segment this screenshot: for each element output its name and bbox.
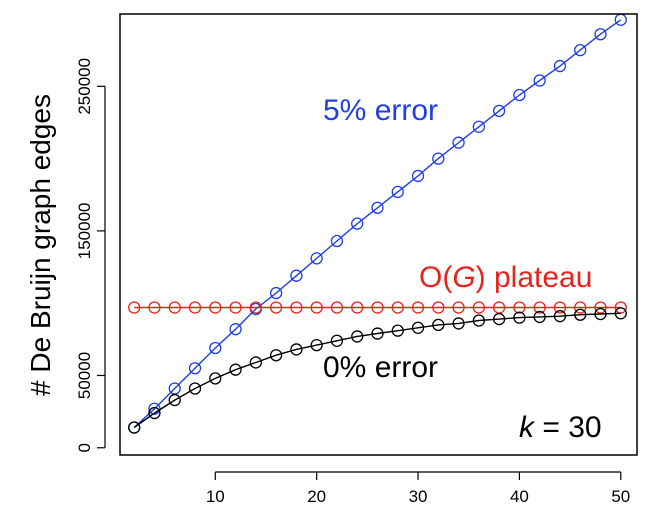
annotation-0pct-error: 0% error	[323, 351, 438, 384]
data-point	[269, 349, 283, 362]
x-tick-label: 10	[206, 487, 225, 506]
plateau-prefix: O(	[419, 261, 452, 294]
data-point	[371, 327, 384, 340]
data-point	[594, 28, 607, 41]
data-point	[351, 301, 364, 314]
data-point	[249, 301, 262, 314]
data-point	[574, 301, 587, 314]
data-point	[472, 120, 486, 133]
data-point	[533, 74, 546, 87]
data-point	[168, 393, 181, 407]
data-point	[290, 343, 303, 356]
data-point	[411, 169, 425, 183]
series-1	[128, 301, 627, 314]
data-point	[148, 402, 161, 415]
data-point	[492, 104, 506, 118]
y-axis-label: # De Bruijn graph edges	[25, 94, 56, 396]
y-tick-label: 250000	[75, 58, 94, 115]
k-value: = 30	[534, 411, 602, 444]
plot-frame	[119, 13, 638, 456]
data-point	[168, 301, 181, 314]
y-tick-label: 0	[75, 443, 94, 452]
data-point	[128, 301, 141, 314]
data-point	[128, 421, 141, 434]
y-tick-label: 150000	[75, 203, 94, 260]
data-point	[432, 301, 445, 314]
plateau-var: G	[452, 261, 475, 294]
annotation-k: k = 30	[519, 411, 602, 444]
data-point	[269, 301, 283, 314]
data-point	[513, 301, 526, 314]
data-point	[148, 301, 161, 314]
data-point	[310, 338, 323, 352]
data-point	[269, 286, 283, 300]
data-point	[533, 310, 546, 324]
annotation-5pct-error: 5% error	[323, 94, 438, 127]
data-point	[229, 323, 242, 336]
data-point	[351, 330, 364, 343]
series-0	[128, 13, 627, 434]
data-point	[391, 185, 404, 198]
data-point	[290, 301, 303, 314]
data-point	[553, 59, 567, 73]
axes: 10 20 30 40 50 0 50000 150000 250000	[75, 58, 630, 506]
data-point	[330, 234, 344, 248]
data-point	[330, 334, 344, 347]
data-point	[411, 321, 425, 334]
data-point	[553, 301, 567, 314]
data-point	[330, 301, 344, 314]
data-point	[452, 136, 465, 149]
data-point	[432, 152, 445, 165]
annotation-plateau: O(G) plateau	[419, 261, 592, 294]
data-point	[371, 301, 384, 314]
series-line	[133, 312, 621, 429]
data-point	[148, 406, 161, 420]
data-point	[472, 301, 486, 314]
k-var: k	[519, 411, 536, 444]
data-point	[492, 312, 506, 326]
data-point	[209, 301, 222, 314]
data-point	[310, 252, 323, 265]
data-point	[513, 88, 526, 102]
data-point	[553, 310, 567, 323]
y-axis-title: # De Bruijn graph edges	[25, 94, 56, 396]
data-point	[391, 301, 404, 314]
series-layer	[128, 13, 627, 434]
x-tick-label: 30	[409, 487, 428, 506]
data-point	[188, 362, 202, 375]
data-point	[209, 341, 222, 355]
series-2	[128, 307, 627, 434]
data-point	[310, 301, 323, 314]
data-point	[574, 308, 587, 321]
data-point	[229, 301, 242, 314]
data-point	[452, 317, 465, 330]
data-point	[472, 314, 486, 327]
data-point	[614, 307, 627, 320]
data-point	[574, 43, 587, 57]
data-point	[290, 269, 303, 282]
data-point	[391, 324, 404, 337]
data-point	[594, 307, 607, 321]
data-point	[432, 318, 445, 332]
data-point	[452, 301, 465, 314]
data-point	[594, 301, 607, 314]
data-point	[249, 356, 262, 369]
series-line	[133, 19, 622, 429]
y-tick-label: 50000	[75, 352, 94, 399]
data-point	[513, 311, 526, 324]
data-point	[371, 201, 384, 214]
x-tick-label: 50	[611, 487, 630, 506]
data-point	[229, 363, 242, 376]
x-tick-label: 40	[510, 487, 529, 506]
data-point	[209, 372, 222, 385]
plateau-suffix: ) plateau	[476, 261, 593, 294]
data-point	[188, 301, 202, 314]
x-tick-label: 20	[307, 487, 326, 506]
data-point	[188, 382, 202, 395]
data-point	[351, 217, 364, 230]
data-point	[533, 301, 546, 314]
data-point	[411, 301, 425, 314]
